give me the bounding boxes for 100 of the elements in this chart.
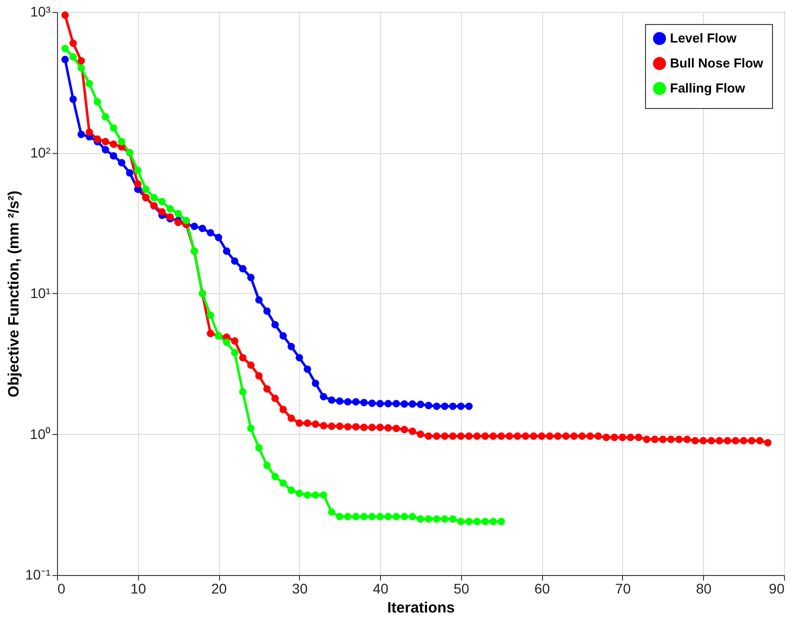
point <box>441 515 448 523</box>
legend-label: Falling Flow <box>670 80 746 96</box>
point <box>263 462 271 470</box>
point <box>481 518 489 526</box>
point <box>489 518 497 526</box>
point <box>271 321 279 328</box>
x-tick-label: 60 <box>534 580 550 596</box>
point <box>190 222 198 230</box>
y-tick-label: 10⁻¹ <box>25 566 51 582</box>
x-tick-label: 10 <box>130 580 146 596</box>
point <box>158 198 166 206</box>
point <box>368 400 376 407</box>
point <box>384 512 392 520</box>
point <box>457 518 465 526</box>
point <box>408 512 416 520</box>
point <box>150 194 158 202</box>
point <box>78 64 85 72</box>
point <box>392 512 400 520</box>
point <box>336 397 344 405</box>
point <box>432 515 440 523</box>
x-tick-label: 90 <box>768 580 785 596</box>
point <box>231 257 238 265</box>
point <box>69 53 77 61</box>
point <box>498 518 505 526</box>
x-tick-label: 40 <box>372 580 389 596</box>
point <box>134 166 142 174</box>
point <box>296 354 304 362</box>
point <box>384 400 392 408</box>
point <box>424 515 432 523</box>
point <box>182 216 190 224</box>
point <box>102 113 110 121</box>
y-axis-title: Objective Function, (mm ²/s²) <box>5 190 22 398</box>
point <box>416 400 424 408</box>
point <box>352 512 360 520</box>
point <box>69 96 77 103</box>
point <box>392 400 400 408</box>
point <box>239 388 246 396</box>
x-axis-title: Iterations <box>387 600 455 616</box>
x-tick-label: 70 <box>615 580 631 596</box>
point <box>465 402 473 410</box>
point <box>328 396 336 404</box>
point <box>344 512 352 520</box>
x-tick-label: 30 <box>292 580 308 596</box>
legend-label: Level Flow <box>670 30 738 46</box>
point <box>376 512 384 520</box>
x-tick-label: 0 <box>58 580 66 596</box>
y-tick-label: 10³ <box>30 4 51 20</box>
point <box>449 402 457 410</box>
point <box>376 400 384 408</box>
point <box>198 224 206 232</box>
point <box>408 400 416 408</box>
point <box>102 146 110 154</box>
point <box>288 486 295 494</box>
point <box>279 332 287 340</box>
point <box>473 518 481 526</box>
x-tick-label: 20 <box>211 580 228 596</box>
point <box>360 398 368 406</box>
point <box>360 512 368 520</box>
point <box>247 274 255 282</box>
point <box>312 380 320 388</box>
point <box>61 56 69 64</box>
legend-label: Bull Nose Flow <box>670 56 764 70</box>
point <box>222 247 230 255</box>
point <box>263 307 271 315</box>
point <box>416 515 424 523</box>
y-tick-label: 10¹ <box>30 285 51 301</box>
point <box>239 265 246 272</box>
point <box>352 398 360 406</box>
point <box>320 392 328 400</box>
point <box>296 490 304 498</box>
x-tick-label: 80 <box>696 580 712 596</box>
point <box>126 169 134 177</box>
point <box>166 205 174 212</box>
point <box>336 512 344 520</box>
point <box>457 402 465 410</box>
point <box>288 342 295 350</box>
point <box>214 234 222 242</box>
point <box>304 365 312 373</box>
point <box>320 491 328 499</box>
point <box>206 229 214 236</box>
point <box>279 479 287 487</box>
point <box>400 512 408 520</box>
point <box>94 98 102 106</box>
point <box>304 491 312 499</box>
point <box>247 424 255 432</box>
point <box>465 518 473 526</box>
point <box>432 402 440 410</box>
point <box>344 398 352 406</box>
x-tick-label: 50 <box>454 580 470 596</box>
point <box>174 210 182 218</box>
point <box>312 491 320 499</box>
point <box>78 130 85 138</box>
point <box>118 158 126 166</box>
point <box>110 124 118 132</box>
point <box>61 44 69 52</box>
point <box>449 515 457 523</box>
point <box>206 312 214 320</box>
point <box>255 296 263 304</box>
point <box>424 402 432 410</box>
point <box>441 402 448 410</box>
